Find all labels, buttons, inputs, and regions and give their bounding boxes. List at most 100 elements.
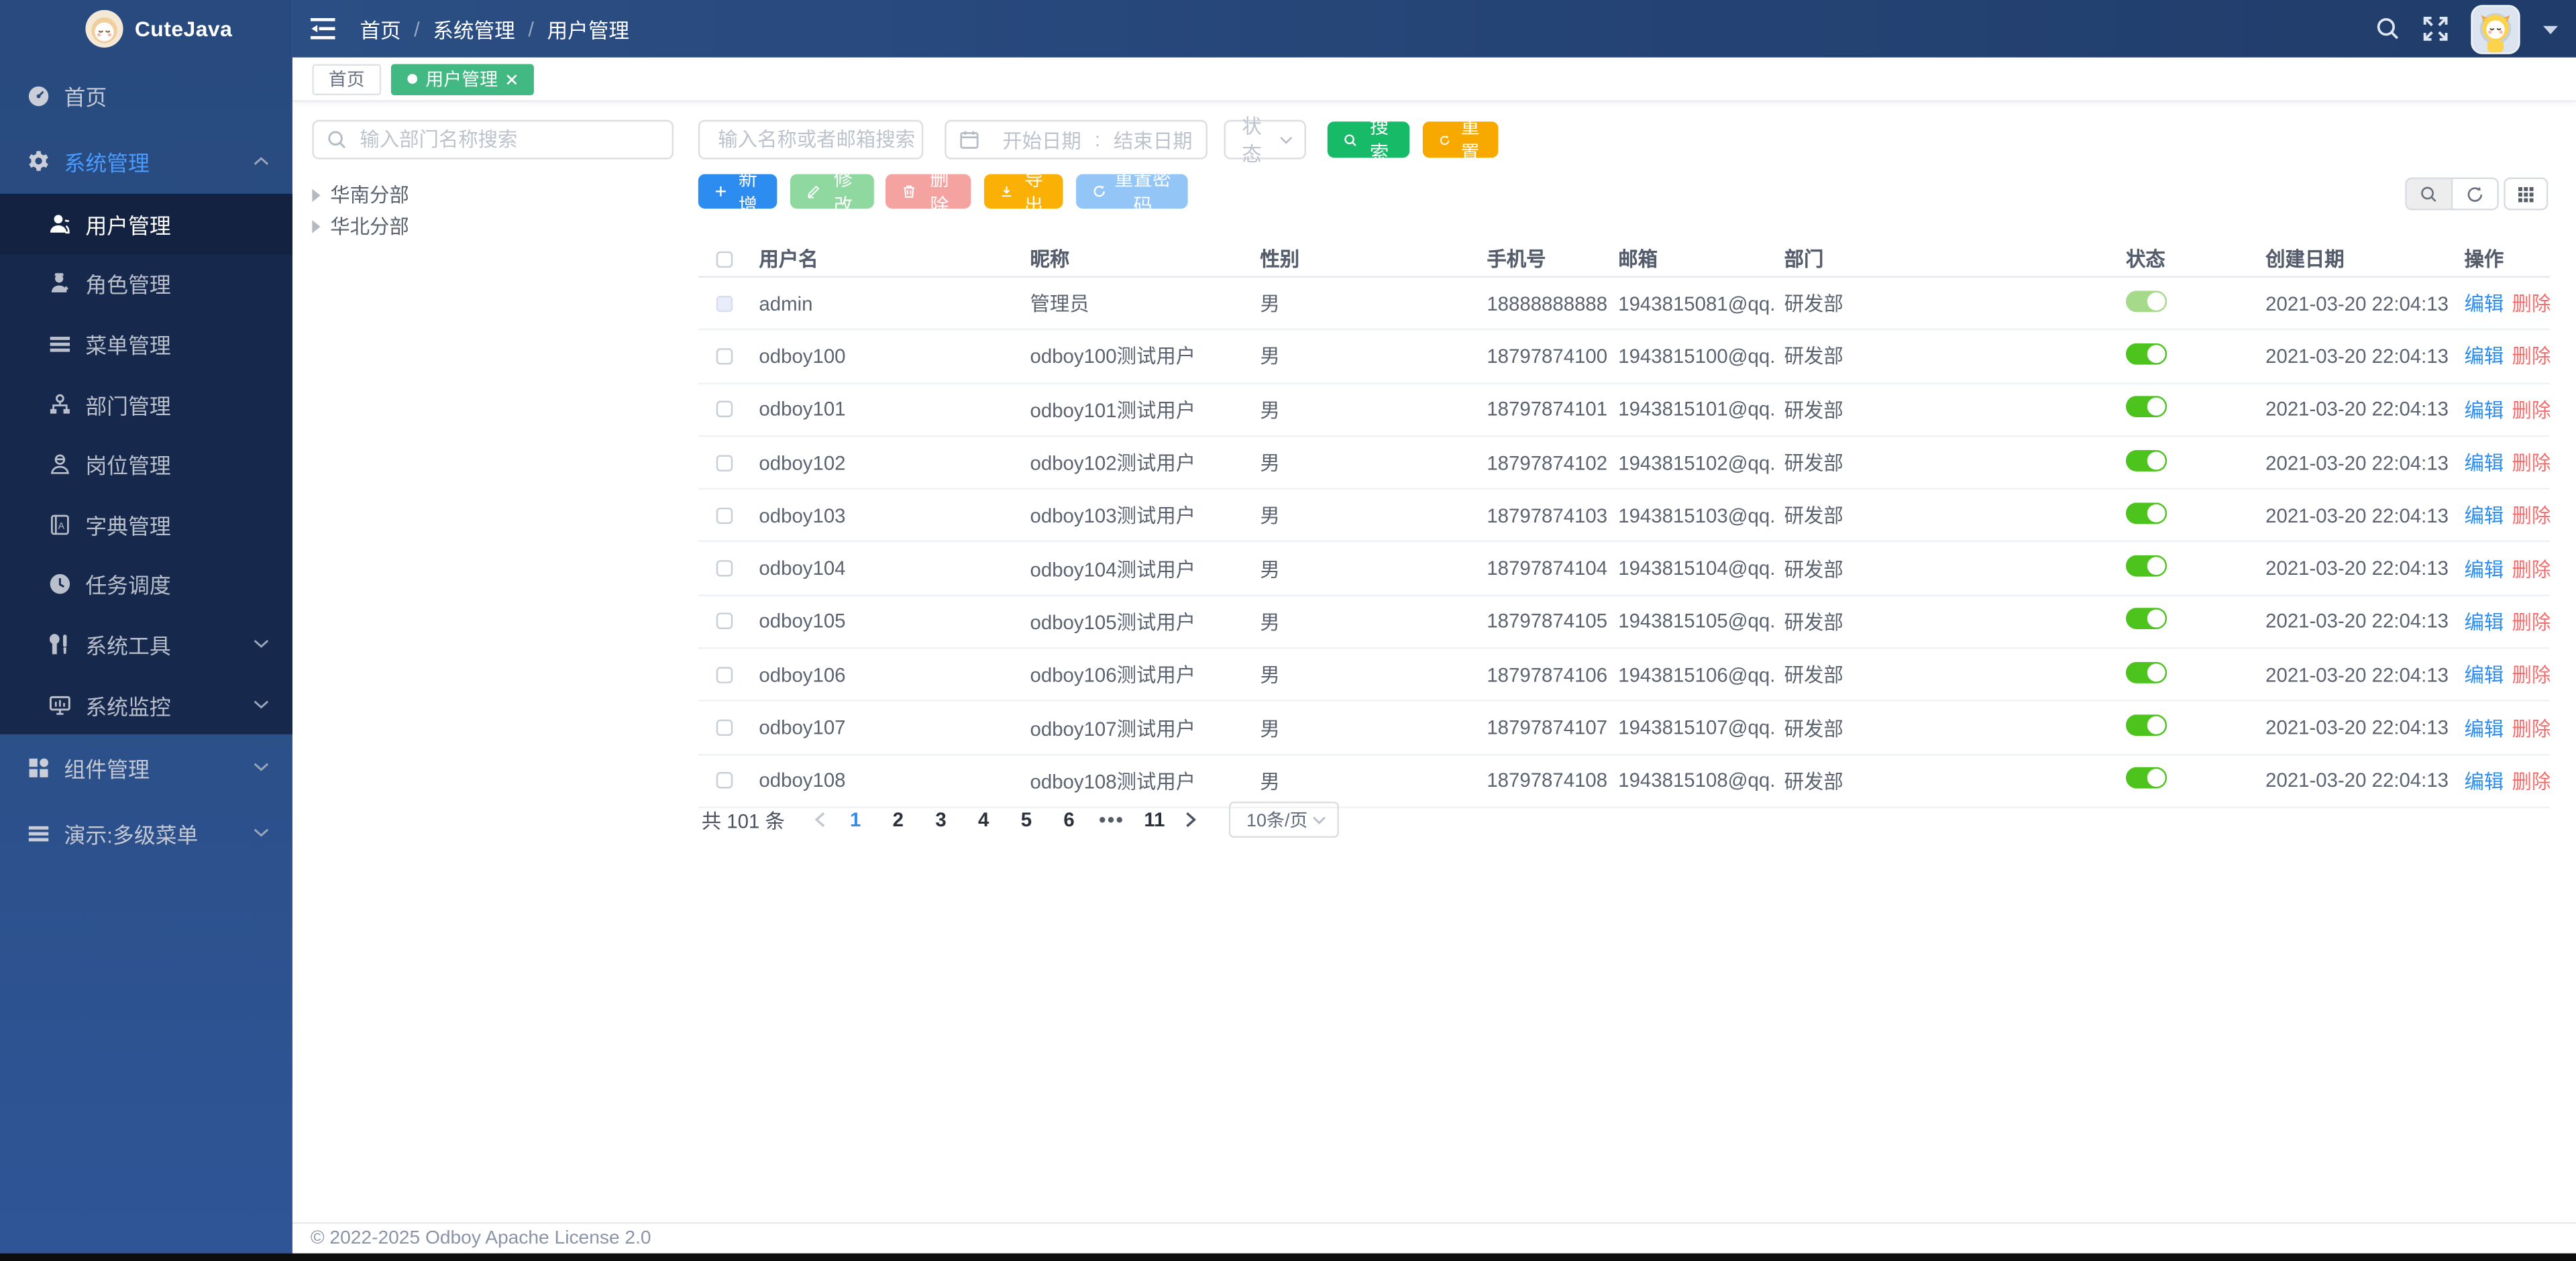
system-submenu: 用户管理 角色管理 菜单管理	[0, 193, 292, 735]
reset-button[interactable]: 重置	[1422, 118, 1499, 164]
delete-link[interactable]: 删除	[2512, 451, 2550, 475]
sidebar-item-task-schedule[interactable]: 任务调度	[0, 555, 292, 615]
chevron-down-icon	[253, 828, 269, 838]
row-checkbox[interactable]	[716, 454, 733, 471]
edit-link[interactable]: 编辑	[2464, 504, 2504, 528]
triangle-right-icon[interactable]	[312, 219, 321, 233]
delete-link[interactable]: 删除	[2512, 345, 2550, 369]
caret-down-icon[interactable]	[2543, 24, 2559, 34]
date-range-picker[interactable]: 开始日期 : 结束日期	[945, 119, 1208, 160]
table-row: admin 管理员 男 18888888888 1943815081@qq.c.…	[698, 278, 2550, 331]
sidebar-item-system-monitor[interactable]: 系统监控	[0, 675, 292, 735]
brand-area[interactable]: CuteJava	[0, 0, 292, 58]
status-toggle[interactable]	[2125, 502, 2167, 524]
tab-home[interactable]: 首页	[312, 63, 382, 95]
search-button[interactable]: 搜索	[1327, 118, 1410, 164]
edit-button[interactable]: 修改	[790, 170, 874, 216]
add-button[interactable]: 新增	[698, 170, 777, 216]
sidebar-item-system[interactable]: 系统管理	[0, 128, 292, 194]
col-username: 用户名	[759, 248, 818, 272]
row-checkbox[interactable]	[716, 348, 733, 365]
delete-link[interactable]: 删除	[2512, 398, 2550, 422]
status-select[interactable]: 状态	[1224, 115, 1306, 166]
edit-link[interactable]: 编辑	[2464, 770, 2504, 793]
delete-link[interactable]: 删除	[2512, 292, 2550, 316]
edit-link[interactable]: 编辑	[2464, 610, 2504, 635]
edit-link[interactable]: 编辑	[2464, 557, 2504, 582]
row-checkbox[interactable]	[716, 560, 733, 577]
table-row: odboy108 odboy108测试用户 男 18797874108 1943…	[698, 755, 2550, 808]
prev-page-button[interactable]	[804, 805, 834, 834]
edit-link[interactable]: 编辑	[2464, 717, 2504, 741]
delete-link[interactable]: 删除	[2512, 557, 2550, 582]
tree-node-south[interactable]: 华南分部	[312, 179, 409, 211]
page-number[interactable]: 4	[978, 808, 989, 832]
toggle-search-button[interactable]	[2406, 178, 2453, 209]
column-settings-button[interactable]	[2504, 177, 2548, 211]
status-toggle[interactable]	[2125, 343, 2167, 365]
cell-gender: 男	[1260, 610, 1280, 635]
edit-link[interactable]: 编辑	[2464, 345, 2504, 369]
status-toggle[interactable]	[2125, 714, 2167, 736]
row-checkbox[interactable]	[716, 401, 733, 418]
row-checkbox[interactable]	[716, 719, 733, 736]
sidebar-item-role-mgmt[interactable]: 角色管理	[0, 254, 292, 315]
tree-node-north[interactable]: 华北分部	[312, 210, 409, 241]
row-checkbox[interactable]	[716, 666, 733, 683]
delete-button[interactable]: 删除	[885, 170, 971, 216]
page-number[interactable]: 6	[1063, 808, 1075, 832]
sidebar-collapse-icon[interactable]	[310, 17, 335, 40]
sidebar-item-menu-mgmt[interactable]: 菜单管理	[0, 314, 292, 374]
sidebar-item-home[interactable]: 首页	[0, 62, 292, 128]
dept-search-input[interactable]	[356, 126, 672, 153]
sidebar-item-dict-mgmt[interactable]: A 字典管理	[0, 494, 292, 555]
fullscreen-icon[interactable]	[2423, 16, 2448, 41]
edit-link[interactable]: 编辑	[2464, 451, 2504, 475]
edit-link[interactable]: 编辑	[2464, 663, 2504, 688]
cell-dept: 研发部	[1784, 610, 1843, 635]
sidebar-item-user-mgmt[interactable]: 用户管理	[0, 193, 292, 254]
status-toggle[interactable]	[2125, 449, 2167, 471]
status-toggle[interactable]	[2125, 608, 2167, 630]
reset-password-button[interactable]: 重置密码	[1076, 170, 1188, 216]
next-page-button[interactable]	[1176, 805, 1205, 834]
status-toggle[interactable]	[2125, 396, 2167, 418]
row-checkbox[interactable]	[716, 507, 733, 524]
edit-link[interactable]: 编辑	[2464, 398, 2504, 422]
page-number[interactable]: 3	[935, 808, 947, 832]
select-all-checkbox[interactable]	[716, 250, 733, 267]
breadcrumb-system[interactable]: 系统管理	[433, 19, 515, 43]
export-button[interactable]: 导出	[983, 170, 1063, 216]
breadcrumb-home[interactable]: 首页	[360, 19, 401, 43]
page-ellipsis[interactable]: •••	[1099, 808, 1125, 832]
refresh-table-button[interactable]	[2453, 178, 2498, 209]
row-checkbox[interactable]	[716, 772, 733, 789]
tab-user-mgmt[interactable]: 用户管理	[390, 63, 534, 95]
delete-link[interactable]: 删除	[2512, 504, 2550, 528]
delete-link[interactable]: 删除	[2512, 663, 2550, 688]
triangle-right-icon[interactable]	[312, 188, 321, 202]
row-checkbox[interactable]	[716, 613, 733, 630]
sidebar-item-post-mgmt[interactable]: 岗位管理	[0, 434, 292, 494]
delete-link[interactable]: 删除	[2512, 717, 2550, 741]
delete-link[interactable]: 删除	[2512, 610, 2550, 635]
sidebar-item-demo-multilevel[interactable]: 演示:多级菜单	[0, 800, 292, 866]
status-toggle[interactable]	[2125, 661, 2167, 683]
user-avatar[interactable]	[2471, 4, 2520, 54]
name-email-search-input[interactable]	[714, 126, 922, 153]
page-number[interactable]: 11	[1144, 808, 1165, 832]
delete-link[interactable]: 删除	[2512, 770, 2550, 793]
page-number[interactable]: 2	[892, 808, 904, 832]
edit-link[interactable]: 编辑	[2464, 292, 2504, 316]
status-toggle[interactable]	[2125, 767, 2167, 789]
page-number[interactable]: 1	[850, 808, 861, 832]
page-size-select[interactable]: 10条/页	[1228, 802, 1339, 838]
status-toggle[interactable]	[2125, 290, 2167, 312]
sidebar-item-system-tools[interactable]: 系统工具	[0, 614, 292, 675]
sidebar-item-dept-mgmt[interactable]: 部门管理	[0, 374, 292, 435]
page-number[interactable]: 5	[1020, 808, 1032, 832]
close-icon[interactable]	[506, 73, 517, 85]
status-toggle[interactable]	[2125, 555, 2167, 577]
sidebar-item-components[interactable]: 组件管理	[0, 735, 292, 801]
search-icon[interactable]	[2375, 16, 2400, 41]
